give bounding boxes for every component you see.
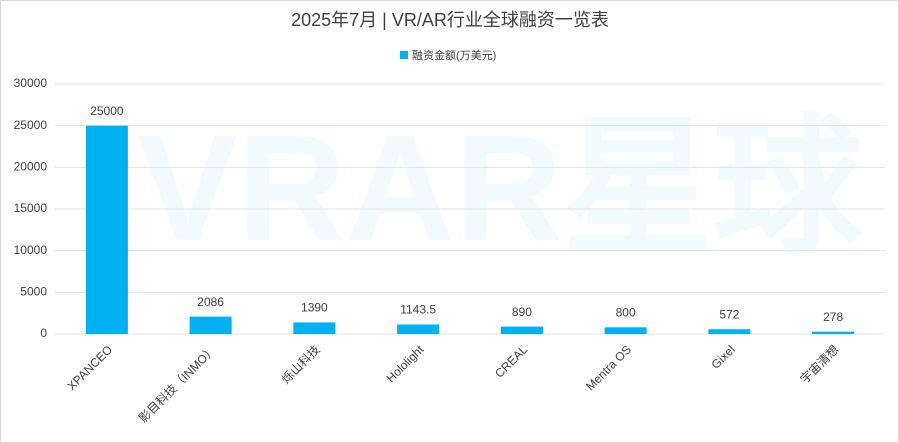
data-label: 278 <box>823 310 843 324</box>
bar <box>189 316 232 334</box>
bar <box>708 329 751 334</box>
data-label: 1143.5 <box>400 303 436 317</box>
y-tick-label: 15000 <box>14 201 48 215</box>
bar <box>293 322 336 334</box>
y-tick-label: 20000 <box>14 160 48 174</box>
y-tick-label: 30000 <box>14 76 48 90</box>
legend-swatch <box>400 51 408 59</box>
legend-label: 融资金额(万美元) <box>412 48 496 62</box>
bar <box>812 331 855 334</box>
bar <box>604 327 647 334</box>
bar <box>397 324 440 334</box>
data-label: 800 <box>616 306 636 320</box>
chart-title: 2025年7月 | VR/AR行业全球融资一览表 <box>291 10 609 30</box>
y-tick-label: 5000 <box>20 285 47 299</box>
y-tick-label: 10000 <box>14 243 48 257</box>
y-tick-label: 0 <box>40 326 47 340</box>
bar <box>500 326 543 334</box>
data-label: 890 <box>512 305 532 319</box>
bar <box>85 125 128 335</box>
data-label: 572 <box>719 307 739 321</box>
data-label: 1390 <box>301 301 328 315</box>
watermark: VRAR星球 <box>137 104 863 272</box>
y-tick-label: 25000 <box>14 118 48 132</box>
data-label: 25000 <box>90 104 124 118</box>
data-label: 2086 <box>197 295 224 309</box>
